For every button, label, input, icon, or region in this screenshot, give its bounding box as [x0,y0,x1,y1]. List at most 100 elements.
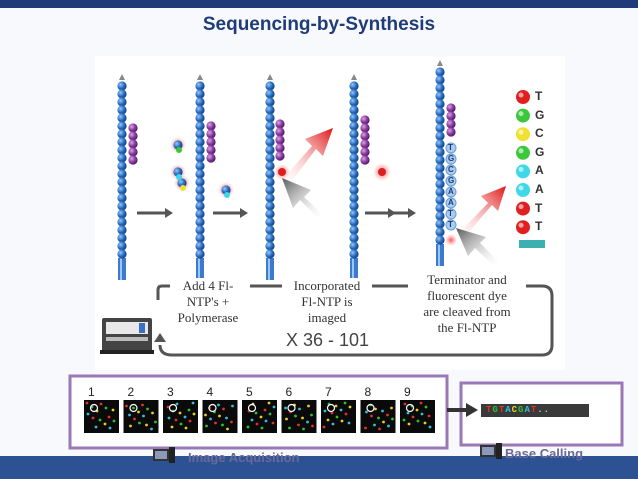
legend-dot-a [516,164,530,179]
template-bead [435,187,445,197]
template-bead [349,153,359,163]
complement-bead [275,127,285,137]
strand-cap [437,60,443,66]
tile-background [84,400,119,433]
strand-letter: G [448,154,455,163]
tile-number: 8 [364,385,372,399]
template-bead [195,217,205,227]
tile-cluster [373,423,376,427]
template-bead [265,217,275,227]
tile-cluster [231,404,234,408]
tile-cluster [104,406,108,410]
tile-cluster [298,407,301,411]
image-tile [242,400,277,433]
called-bead [445,164,457,176]
tile-cluster [167,416,171,420]
template-bead [195,97,205,107]
tile-cluster [226,427,229,431]
legend-dot-g [516,145,530,160]
tile-cluster [340,419,344,423]
legend-dot-shine [518,185,524,191]
tile-cluster [415,408,419,412]
tile-background [163,400,198,433]
legend-dot-shine [518,222,524,228]
template-bead [435,83,445,93]
template-bead [117,105,127,115]
strand-anchor-highlight [120,258,122,280]
template-bead [435,147,445,157]
base-call-read: TGTACGAT.. [486,405,550,415]
template-bead [195,89,205,99]
read-base: T [498,405,506,415]
dna-strand [265,74,285,280]
template-bead [195,81,205,91]
template-bead [265,121,275,131]
tile-cluster [103,422,107,426]
free-ntp-dye [180,185,186,191]
template-bead [349,129,359,139]
strand-anchor-highlight [198,258,200,280]
cycle-loop [156,284,554,357]
legend-dot-t [516,220,530,235]
tile-cluster [154,420,157,424]
step-arrow-2 [213,208,248,218]
tile-cluster [230,420,233,424]
template-bead [349,97,359,107]
strand-cap [351,74,357,80]
tile-cluster [188,419,192,423]
template-bead [117,185,127,195]
template-bead [435,211,445,221]
complement-bead [128,123,138,133]
read-base: T [486,405,493,415]
tile-cluster [255,422,259,426]
tile-cluster [222,407,225,411]
legend-dot-t [516,201,530,216]
template-bead [195,161,205,171]
free-ntp-dye [176,174,182,180]
tile-cluster [382,420,385,424]
tile-cluster [285,417,288,421]
image-tile [84,400,119,433]
tile-number: 2 [127,385,135,399]
tile-cluster [391,417,394,421]
strand-letter: A [448,198,454,207]
template-bead [195,209,205,219]
template-bead [349,209,359,219]
base-legend [516,90,530,235]
template-bead [195,137,205,147]
image-acquisition-label: Image Acquisition [188,450,300,465]
tile-cluster [184,426,188,430]
tile-cluster [111,408,115,412]
template-bead [349,105,359,115]
legend-letter: T [535,89,543,103]
tile-cluster [178,411,182,415]
complement-bead [275,135,285,145]
complement-bead [446,119,456,129]
tile-cluster [204,413,207,417]
template-bead [117,161,127,171]
tile-cluster [225,416,228,420]
called-bead [445,219,457,231]
image-tile [400,400,435,433]
tile-cluster [129,424,132,428]
tile-cluster [284,406,287,410]
tile-number: 9 [404,385,411,399]
tile-cluster [128,413,131,417]
tile-highlight-ring [89,403,99,413]
laser-arrow-2 [456,228,499,266]
tile-highlight-ring [247,403,257,413]
tile-cluster [91,416,95,420]
legend-dot-a [516,183,530,197]
tile-cluster [132,406,135,410]
free-ntp-dye [224,192,230,198]
legend-letter: A [535,182,544,196]
tile-cluster [146,407,149,411]
tile-cluster [381,409,384,413]
tile-cluster [107,415,111,419]
legend-letter: A [535,163,544,178]
tile-cluster [370,414,373,418]
strand-cap [119,74,125,80]
tile-background [321,400,356,433]
cleaved-dye [378,168,386,176]
template-bead [117,209,127,219]
